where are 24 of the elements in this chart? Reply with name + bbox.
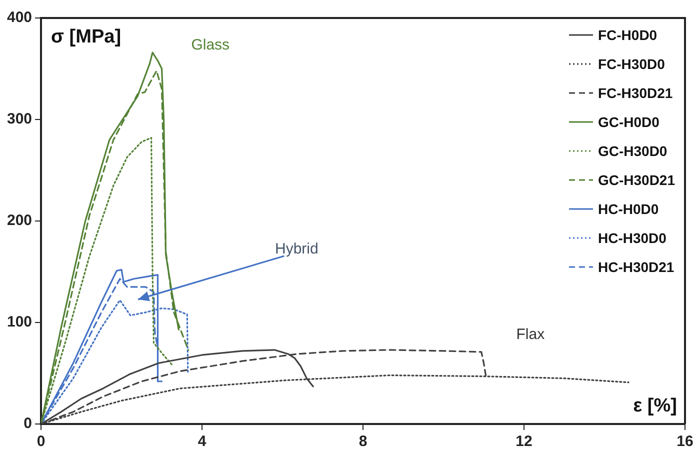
legend-label: GC-H30D0 xyxy=(598,142,668,158)
x-tick-label: 8 xyxy=(358,433,368,450)
x-axis-title: ε [%] xyxy=(633,396,677,417)
y-tick-label: 400 xyxy=(6,9,32,26)
legend-label: FC-H30D0 xyxy=(598,56,665,72)
legend-label: GC-H0D0 xyxy=(598,114,660,130)
x-tick-label: 4 xyxy=(198,433,207,450)
legend-label: HC-H0D0 xyxy=(598,200,659,216)
annotation: Glass xyxy=(191,36,230,54)
legend-label: FC-H30D21 xyxy=(598,84,673,100)
legend-label: FC-H0D0 xyxy=(598,26,658,42)
legend-label: GC-H30D21 xyxy=(598,172,675,188)
x-tick-label: 0 xyxy=(36,433,46,450)
x-tick-label: 12 xyxy=(516,433,532,450)
y-tick-label: 200 xyxy=(6,212,32,230)
y-tick-label: 100 xyxy=(6,314,32,331)
legend-label: HC-H30D0 xyxy=(598,230,666,246)
annotation: Flax xyxy=(516,326,546,343)
annotation: Hybrid xyxy=(275,240,318,258)
x-tick-label: 16 xyxy=(676,433,694,450)
legend-label: HC-H30D21 xyxy=(598,258,674,274)
y-tick-label: 300 xyxy=(6,110,32,128)
y-tick-label: 0 xyxy=(24,415,32,432)
y-axis-title: σ [MPa] xyxy=(51,26,122,48)
